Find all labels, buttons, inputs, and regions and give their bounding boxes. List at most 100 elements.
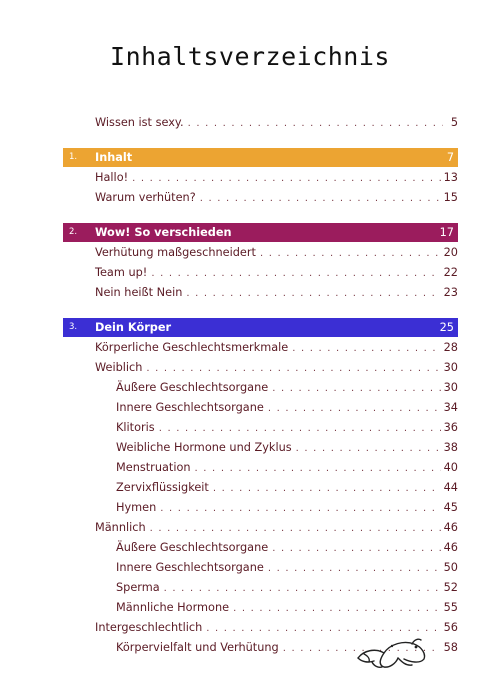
toc-entry-page: 23 <box>443 286 458 299</box>
toc-leader-dots: . . . . . . . . . . . . . . . . . . . . … <box>282 643 441 654</box>
toc-leader-dots: . . . . . . . . . . . . . . . . . . . . … <box>272 383 440 394</box>
chapter-page: 7 <box>446 151 454 164</box>
chapter-title: Wow! So verschieden <box>95 226 232 239</box>
toc-leader-dots: . . . . . . . . . . . . . . . . . . . . … <box>212 483 441 494</box>
toc-entry-title: Männlich <box>95 521 146 534</box>
toc-leader-dots: . . . . . . . . . . . . . . . . . . . . … <box>272 543 440 554</box>
toc-entry-title: Weibliche Hormone und Zyklus <box>116 441 292 454</box>
frog-doodle-icon <box>357 638 426 668</box>
toc-leader-dots: . . . . . . . . . . . . . . . . . . . . … <box>199 193 441 204</box>
toc-leader-dots: . . . . . . . . . . . . . . . . . . . . … <box>295 443 441 454</box>
toc-leader-dots: . . . . . . . . . . . . . . . . . . . . … <box>132 173 440 184</box>
toc-entry-aeussere-geschlechtsorgane[interactable]: Äußere Geschlechtsorgane. . . . . . . . … <box>63 538 458 558</box>
toc-entry-title: Wissen ist sexy. <box>95 116 184 129</box>
toc-leader-dots: . . . . . . . . . . . . . . . . . . . . … <box>149 523 441 534</box>
chapter-header-dein-koerper[interactable]: 3. Dein Körper 25 <box>63 318 458 337</box>
toc-entry-page: 50 <box>443 561 458 574</box>
chapter-title: Dein Körper <box>95 321 172 334</box>
toc-entry-aeussere-geschlechtsorgane[interactable]: Äußere Geschlechtsorgane. . . . . . . . … <box>63 378 458 398</box>
toc-entry-page: 46 <box>443 521 458 534</box>
toc-entry-page: 22 <box>443 266 458 279</box>
toc-entry-sperma[interactable]: Sperma. . . . . . . . . . . . . . . . . … <box>63 578 458 598</box>
toc-entry-title: Sperma <box>116 581 160 594</box>
chapter-title: Inhalt <box>95 151 133 164</box>
chapter-number: 2. <box>69 227 78 237</box>
toc-entry-weiblich[interactable]: Weiblich. . . . . . . . . . . . . . . . … <box>63 358 458 378</box>
toc-leader-dots: . . . . . . . . . . . . . . . . . . . . … <box>267 403 441 414</box>
toc-entry-page: 56 <box>443 621 458 634</box>
toc-entry-page: 38 <box>443 441 458 454</box>
chapter-page: 17 <box>439 226 454 239</box>
toc-entry-title: Klitoris <box>116 421 155 434</box>
toc-entry-page: 20 <box>443 246 458 259</box>
toc-entry-page: 45 <box>443 501 458 514</box>
toc-entry-title: Hymen <box>116 501 157 514</box>
toc-entry-innere-geschlechtsorgane[interactable]: Innere Geschlechtsorgane. . . . . . . . … <box>63 558 458 578</box>
toc-entry-page: 44 <box>443 481 458 494</box>
toc-entry-page: 34 <box>443 401 458 414</box>
toc-entry-menstruation[interactable]: Menstruation. . . . . . . . . . . . . . … <box>63 458 458 478</box>
toc-leader-dots: . . . . . . . . . . . . . . . . . . . . … <box>158 423 441 434</box>
toc-entry-title: Äußere Geschlechtsorgane <box>116 381 269 394</box>
toc-leader-dots: . . . . . . . . . . . . . . . . . . . . … <box>186 288 440 299</box>
toc-leader-dots: . . . . . . . . . . . . . . . . . . . . … <box>292 343 440 354</box>
toc-entry-page: 30 <box>443 361 458 374</box>
toc-entry-page: 28 <box>443 341 458 354</box>
toc-entry-title: Innere Geschlechtsorgane <box>116 401 264 414</box>
toc-entry-verhuetung-massgeschneidert[interactable]: Verhütung maßgeschneidert. . . . . . . .… <box>63 243 458 263</box>
toc-entry-title: Menstruation <box>116 461 191 474</box>
toc-entry-innere-geschlechtsorgane[interactable]: Innere Geschlechtsorgane. . . . . . . . … <box>63 398 458 418</box>
toc-leader-dots: . . . . . . . . . . . . . . . . . . . . … <box>233 603 441 614</box>
toc-entry-klitoris[interactable]: Klitoris. . . . . . . . . . . . . . . . … <box>63 418 458 438</box>
toc-leader-dots: . . . . . . . . . . . . . . . . . . . . … <box>259 248 441 259</box>
toc-entry-title: Weiblich <box>95 361 143 374</box>
toc-leader-dots: . . . . . . . . . . . . . . . . . . . . … <box>163 583 441 594</box>
toc-entry-title: Körpervielfalt und Verhütung <box>116 641 279 654</box>
toc-leader-dots: . . . . . . . . . . . . . . . . . . . . … <box>151 268 440 279</box>
toc-leader-dots: . . . . . . . . . . . . . . . . . . . . … <box>160 503 440 514</box>
toc-leader-dots: . . . . . . . . . . . . . . . . . . . . … <box>194 463 441 474</box>
toc-entry-nein-heisst-nein[interactable]: Nein heißt Nein. . . . . . . . . . . . .… <box>63 283 458 303</box>
toc-entry-title: Nein heißt Nein <box>95 286 183 299</box>
toc-entry-intergeschlechtlich[interactable]: Intergeschlechtlich. . . . . . . . . . .… <box>63 618 458 638</box>
toc-entry-hallo[interactable]: Hallo!. . . . . . . . . . . . . . . . . … <box>63 168 458 188</box>
toc-entry-title: Intergeschlechtlich <box>95 621 203 634</box>
toc-entry-weibliche-hormone-und-zyklus[interactable]: Weibliche Hormone und Zyklus. . . . . . … <box>63 438 458 458</box>
toc-leader-dots: . . . . . . . . . . . . . . . . . . . . … <box>206 623 440 634</box>
chapter-number: 1. <box>69 152 78 162</box>
toc-entry-koerperliche-geschlechtsmerkmale[interactable]: Körperliche Geschlechtsmerkmale. . . . .… <box>63 338 458 358</box>
toc-entry-title: Zervixflüssigkeit <box>116 481 209 494</box>
toc-entry-title: Warum verhüten? <box>95 191 196 204</box>
toc-entry-title: Innere Geschlechtsorgane <box>116 561 264 574</box>
toc-leader-dots: . . . . . . . . . . . . . . . . . . . . … <box>267 563 441 574</box>
chapter-page: 25 <box>439 321 454 334</box>
toc-entry-zervixfluessigkeit[interactable]: Zervixflüssigkeit. . . . . . . . . . . .… <box>63 478 458 498</box>
toc-entry-page: 5 <box>450 116 458 129</box>
toc-entry-title: Verhütung maßgeschneidert <box>95 246 256 259</box>
chapter-header-wow-so-verschieden[interactable]: 2. Wow! So verschieden 17 <box>63 223 458 242</box>
toc-entry-maennlich[interactable]: Männlich. . . . . . . . . . . . . . . . … <box>63 518 458 538</box>
toc-entry-warum-verhueten[interactable]: Warum verhüten?. . . . . . . . . . . . .… <box>63 188 458 208</box>
toc-entry-koerpervielfalt-und-verhuetung[interactable]: Körpervielfalt und Verhütung. . . . . . … <box>63 638 458 658</box>
toc-entry-page: 58 <box>443 641 458 654</box>
toc-entry-title: Äußere Geschlechtsorgane <box>116 541 269 554</box>
toc-entry-team-up[interactable]: Team up!. . . . . . . . . . . . . . . . … <box>63 263 458 283</box>
toc-leader-dots: . . . . . . . . . . . . . . . . . . . . … <box>146 363 440 374</box>
toc-entry-page: 15 <box>443 191 458 204</box>
chapter-number: 3. <box>69 322 78 332</box>
toc-entry-page: 55 <box>443 601 458 614</box>
toc-entry-page: 46 <box>443 541 458 554</box>
page-title: Inhaltsverzeichnis <box>110 42 390 71</box>
toc-entry-maennliche-hormone[interactable]: Männliche Hormone. . . . . . . . . . . .… <box>63 598 458 618</box>
toc-entry-title: Männliche Hormone <box>116 601 230 614</box>
toc-entry-intro[interactable]: Wissen ist sexy. . . . . . . . . . . . .… <box>63 113 458 133</box>
toc-leader-dots: . . . . . . . . . . . . . . . . . . . . … <box>187 118 443 129</box>
toc-entry-page: 30 <box>443 381 458 394</box>
toc-entry-title: Körperliche Geschlechtsmerkmale <box>95 341 289 354</box>
toc-entry-title: Hallo! <box>95 171 129 184</box>
toc-entry-hymen[interactable]: Hymen. . . . . . . . . . . . . . . . . .… <box>63 498 458 518</box>
chapter-header-inhalt[interactable]: 1. Inhalt 7 <box>63 148 458 167</box>
toc-entry-page: 52 <box>443 581 458 594</box>
toc-entry-title: Team up! <box>95 266 148 279</box>
table-of-contents: Wissen ist sexy. . . . . . . . . . . . .… <box>63 113 458 658</box>
